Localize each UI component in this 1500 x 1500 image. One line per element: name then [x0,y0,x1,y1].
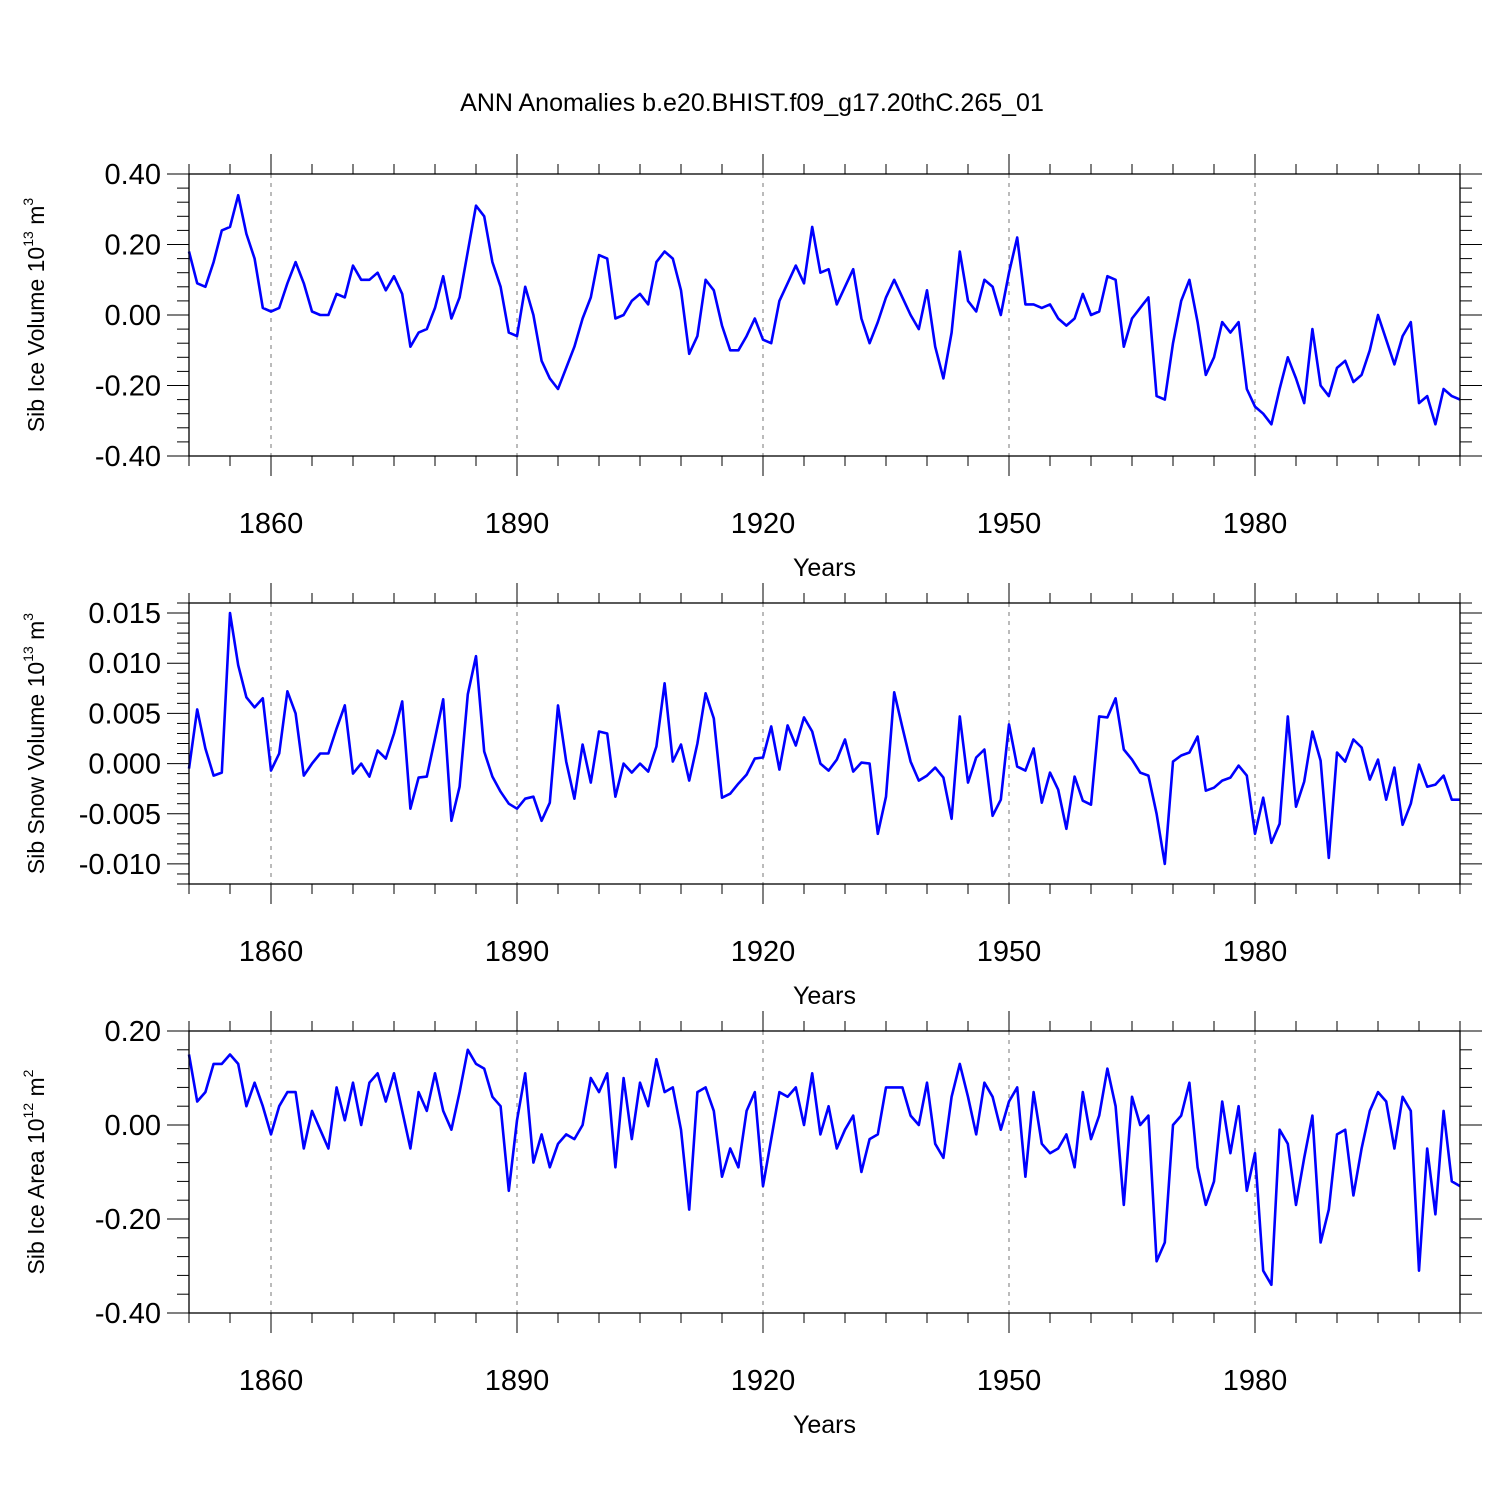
x-tick-label: 1890 [485,508,550,540]
y-tick-label: 0.005 [88,698,161,730]
plot-frame [188,1030,1461,1314]
y-tick-label: 0.40 [105,159,161,191]
y-axis-label: Sib Snow Volume 1013 m3 [20,613,49,874]
x-tick-label: 1860 [239,1365,304,1397]
y-axis-label-unit: m [23,621,49,647]
x-tick-label: 1860 [239,508,304,540]
x-axis-label: Years [793,554,856,582]
y-axis-label-unit: m [23,1077,49,1103]
plot-frame [188,602,1461,885]
x-axis-label: Years [793,982,856,1010]
x-tick-label: 1860 [239,936,304,968]
series-line-sib-ice-volume [187,193,1461,426]
x-tick-label: 1950 [977,1365,1042,1397]
y-axis-label: Sib Ice Area 1012 m2 [20,1069,49,1274]
y-axis-label-exponent: 13 [20,646,36,662]
y-tick-label: -0.005 [79,799,161,831]
series-line-sib-snow-volume [187,611,1460,866]
y-tick-label: -0.40 [95,1298,161,1330]
y-axis-label-main: Sib Ice Volume 10 [23,247,49,432]
y-axis-label-exponent: 13 [20,231,36,247]
x-tick-label: 1980 [1223,508,1288,540]
y-axis-label-unit-power: 3 [20,198,36,206]
y-tick-label: 0.015 [88,598,161,630]
y-tick-label: -0.40 [95,441,161,473]
y-tick-label: 0.00 [105,300,161,332]
y-axis-label-main: Sib Snow Volume 10 [23,662,49,874]
y-tick-label: 0.20 [105,230,161,262]
y-axis-label: Sib Ice Volume 1013 m3 [20,198,49,433]
x-tick-label: 1890 [485,936,550,968]
chart-title: ANN Anomalies b.e20.BHIST.f09_g17.20thC.… [460,89,1044,117]
y-tick-label: 0.00 [105,1110,161,1142]
x-tick-label: 1920 [731,1365,796,1397]
panel-sib-snow-volume: -0.010 -0.005 0.000 0.005 0.010 0.015 1860 1890… [20,583,1482,1010]
x-tick-label: 1950 [977,508,1042,540]
y-tick-label: 0.010 [88,648,161,680]
x-tick-label: 1980 [1223,936,1288,968]
x-tick-label: 1920 [731,508,796,540]
panel-sib-ice-area: -0.40 -0.20 0.00 0.20 1860 1890 1920 1950 1980 Ye… [20,1011,1482,1439]
y-tick-label: 0.000 [88,749,161,781]
y-axis-label-exponent: 12 [20,1103,36,1119]
x-tick-label: 1980 [1223,1365,1288,1397]
panel-sib-ice-volume: -0.40 -0.20 0.00 0.20 0.40 1860 1890 1920 1950 19… [20,154,1482,582]
x-tick-label: 1920 [731,936,796,968]
y-axis-label-unit-power: 3 [20,613,36,621]
y-axis-label-unit-power: 2 [20,1069,36,1077]
series-line-sib-ice-area [187,1048,1461,1287]
x-axis-label: Years [793,1411,856,1439]
y-tick-label: -0.010 [79,849,161,881]
y-axis-label-main: Sib Ice Area 10 [23,1118,49,1274]
y-axis-label-unit: m [23,206,49,232]
y-tick-label: 0.20 [105,1016,161,1048]
x-tick-label: 1890 [485,1365,550,1397]
plot-frame [188,173,1461,457]
x-tick-label: 1950 [977,936,1042,968]
y-tick-label: -0.20 [95,371,161,403]
y-tick-label: -0.20 [95,1204,161,1236]
